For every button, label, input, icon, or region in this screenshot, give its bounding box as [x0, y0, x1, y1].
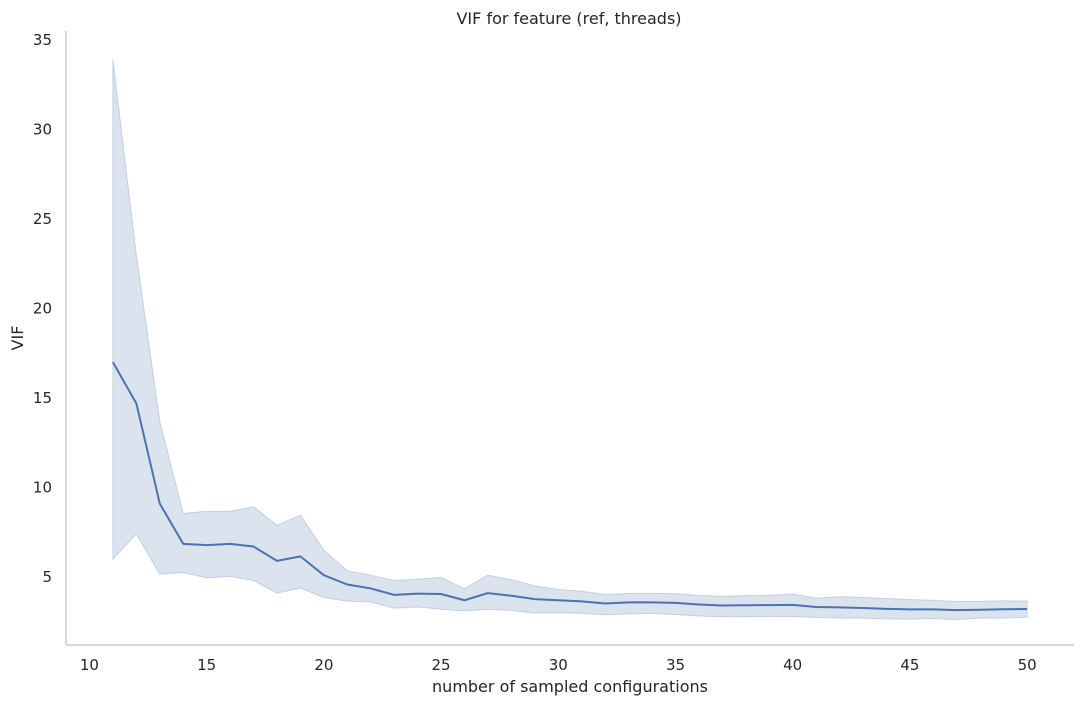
y-tick-label: 30: [33, 120, 52, 138]
x-tick-label: 50: [1018, 656, 1037, 674]
x-tick-labels: 10 15 20 25 30 35 40 45 50: [80, 656, 1037, 674]
x-tick-label: 40: [783, 656, 802, 674]
confidence-band-layer: [112, 59, 1028, 621]
y-tick-label: 10: [33, 478, 52, 496]
x-tick-label: 10: [80, 656, 99, 674]
x-tick-label: 15: [197, 656, 216, 674]
series-line-layer: [112, 361, 1028, 612]
x-tick-label: 45: [900, 656, 919, 674]
y-tick-label: 25: [33, 210, 52, 228]
y-tick-label: 15: [33, 389, 52, 407]
x-tick-label: 30: [549, 656, 568, 674]
x-tick-label: 25: [432, 656, 451, 674]
y-tick-labels: 5 10 15 20 25 30 35: [33, 31, 52, 586]
series-line: [112, 361, 1028, 612]
y-axis-label: VIF: [8, 326, 27, 351]
x-tick-label: 20: [314, 656, 333, 674]
y-tick-label: 35: [33, 31, 52, 49]
x-tick-label: 35: [666, 656, 685, 674]
chart-title: VIF for feature (ref, threads): [456, 9, 681, 28]
x-axis-label: number of sampled configurations: [432, 677, 708, 696]
y-tick-label: 5: [42, 568, 52, 586]
confidence-band: [112, 59, 1028, 621]
y-tick-label: 20: [33, 299, 52, 317]
